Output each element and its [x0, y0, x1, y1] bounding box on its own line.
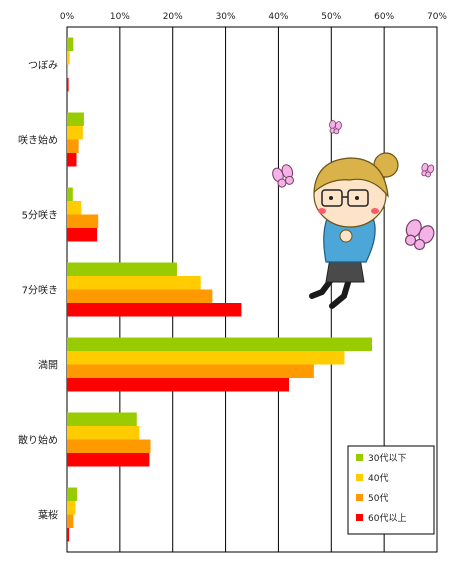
- bar: [67, 351, 345, 365]
- bar: [67, 139, 79, 153]
- x-tick-label: 50%: [321, 12, 341, 22]
- bar: [67, 276, 201, 290]
- butterfly-icon: [421, 162, 435, 178]
- bar: [67, 514, 74, 528]
- legend-swatch: [356, 474, 363, 481]
- bar: [67, 378, 289, 392]
- x-tick-label: 20%: [163, 12, 183, 22]
- bar: [67, 262, 177, 276]
- bar: [67, 364, 314, 378]
- butterfly-icon: [404, 219, 435, 251]
- bar: [67, 426, 140, 440]
- category-label: 7分咲き: [22, 284, 58, 297]
- girl-figure: [309, 152, 399, 309]
- butterfly-icon: [272, 164, 294, 188]
- bar: [67, 187, 73, 201]
- bar: [67, 337, 372, 351]
- bar: [67, 153, 77, 167]
- bar: [67, 228, 98, 242]
- category-label: 咲き始め: [18, 134, 58, 147]
- bar: [67, 201, 82, 215]
- legend: 30代以下 40代 50代 60代以上: [347, 445, 435, 535]
- bar: [67, 453, 150, 467]
- bar: [67, 501, 76, 515]
- category-label: 5分咲き: [22, 209, 58, 222]
- bar: [67, 412, 137, 426]
- legend-swatch: [356, 494, 363, 501]
- x-tick-label: 10%: [110, 12, 130, 22]
- x-tick-label: 70%: [427, 12, 447, 22]
- bar: [67, 214, 99, 228]
- x-tick-label: 60%: [374, 12, 394, 22]
- bar: [67, 112, 84, 126]
- bar: [67, 289, 213, 303]
- x-tick-label: 30%: [216, 12, 236, 22]
- cartoon-girl-illustration: [272, 120, 435, 309]
- butterfly-icon: [329, 120, 342, 135]
- legend-label: 30代以下: [368, 453, 406, 464]
- bar: [67, 51, 70, 65]
- legend-label: 40代: [368, 473, 388, 484]
- bar: [67, 126, 83, 140]
- bar: [67, 78, 69, 92]
- bar: [67, 439, 151, 453]
- legend-label: 60代以上: [368, 513, 406, 524]
- x-tick-label: 0%: [60, 12, 75, 22]
- legend-swatch: [356, 454, 363, 461]
- bar: [67, 303, 242, 317]
- bar: [67, 528, 70, 542]
- legend-swatch: [356, 514, 363, 521]
- category-label: 散り始め: [18, 434, 58, 447]
- bar: [67, 64, 69, 78]
- category-label: 満開: [38, 360, 58, 372]
- bars: [67, 37, 372, 542]
- legend-label: 50代: [368, 493, 388, 504]
- bar: [67, 37, 74, 51]
- category-label: つぼみ: [28, 60, 58, 72]
- category-label: 葉桜: [38, 509, 58, 522]
- x-axis-ticks: 0% 10% 20% 30% 40% 50% 60% 70%: [60, 12, 448, 22]
- x-tick-label: 40%: [268, 12, 288, 22]
- bar: [67, 487, 78, 501]
